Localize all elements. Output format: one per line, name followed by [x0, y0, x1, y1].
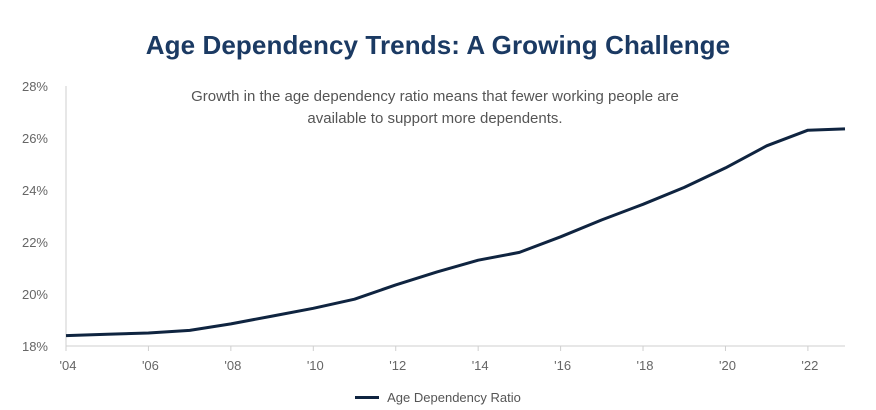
y-tick-label: 24% [22, 183, 48, 198]
chart-title: Age Dependency Trends: A Growing Challen… [145, 30, 731, 60]
x-tick-label: '08 [224, 358, 241, 373]
x-tick-label: '04 [60, 358, 77, 373]
x-tick-label: '06 [142, 358, 159, 373]
x-tick-label: '10 [307, 358, 324, 373]
x-tick-label: '16 [554, 358, 571, 373]
y-axis: 18% 20% 22% 24% 26% 28% [22, 79, 67, 354]
chart-annotation: Growth in the age dependency ratio means… [180, 86, 690, 130]
x-axis: '04 '06 '08 '10 '12 '14 '16 '18 '20 '22 [60, 345, 845, 373]
x-tick-label: '12 [389, 358, 406, 373]
y-tick-label: 28% [22, 79, 48, 94]
annotation-line-1: Growth in the age dependency ratio means… [191, 88, 679, 105]
y-tick-label: 18% [22, 339, 48, 354]
legend-label: Age Dependency Ratio [387, 390, 521, 405]
y-tick-label: 20% [22, 287, 48, 302]
x-tick-label: '18 [637, 358, 654, 373]
legend: Age Dependency Ratio [0, 390, 876, 405]
y-tick-label: 26% [22, 131, 48, 146]
x-tick-label: '22 [801, 358, 818, 373]
x-tick-label: '14 [472, 358, 489, 373]
series-layer [65, 127, 846, 338]
y-tick-label: 22% [22, 235, 48, 250]
legend-swatch [355, 396, 380, 399]
annotation-line-2: available to support more dependents. [307, 110, 563, 127]
x-tick-label: '20 [719, 358, 736, 373]
series-line-age-dependency-ratio [65, 127, 846, 338]
